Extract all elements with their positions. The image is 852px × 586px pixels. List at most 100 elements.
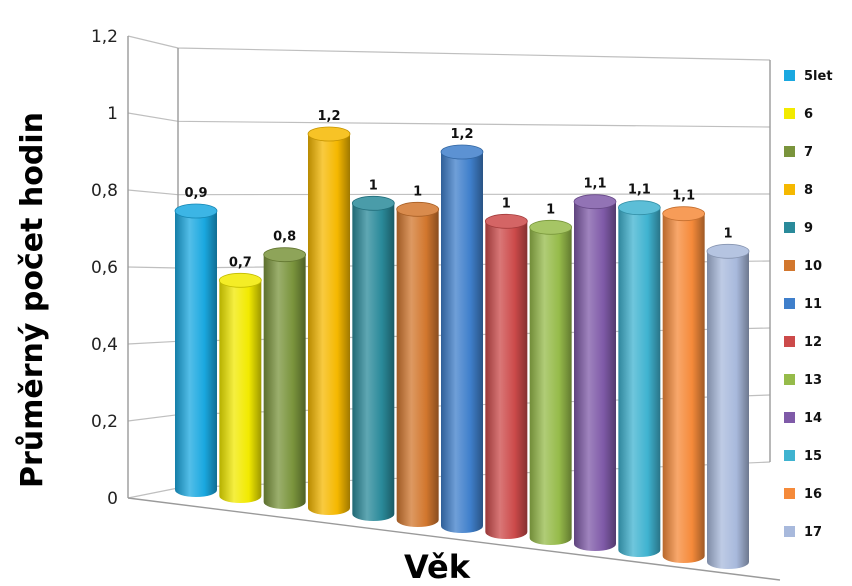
bar-top	[617, 200, 661, 216]
y-tick-label: 1	[107, 104, 118, 124]
bar-body	[352, 203, 395, 522]
bar-14	[573, 194, 617, 551]
bar-body	[707, 251, 749, 570]
data-label: 0,9	[184, 186, 207, 201]
legend-swatch	[784, 70, 795, 81]
bar-top	[174, 203, 218, 219]
legend-label: 10	[804, 259, 822, 274]
bar-body	[396, 209, 439, 528]
legend: 5let 6 7 8 9 10 11 12 13 14 15 16 17	[784, 69, 833, 540]
grid-line	[127, 35, 771, 61]
y-axis-title: Průměrný počet hodin	[14, 112, 50, 488]
data-label: 0,7	[229, 255, 252, 270]
y-tick-label: 0,4	[91, 335, 118, 355]
bar-top	[440, 144, 484, 160]
bar-15	[617, 200, 661, 558]
legend-swatch	[784, 450, 795, 461]
legend-label: 8	[804, 183, 813, 198]
legend-swatch	[784, 298, 795, 309]
legend-label: 17	[804, 525, 822, 540]
legend-label: 5let	[804, 69, 833, 84]
legend-label: 13	[804, 373, 822, 388]
bar-7	[263, 247, 307, 509]
bar-body	[574, 201, 616, 551]
bar-body	[175, 211, 217, 497]
data-label: 1,1	[628, 183, 651, 198]
grid-line	[127, 112, 771, 128]
legend-item-6: 6	[784, 107, 813, 122]
legend-item-13: 13	[784, 373, 822, 388]
legend-swatch	[784, 374, 795, 385]
legend-item-8: 8	[784, 183, 813, 198]
legend-label: 15	[804, 449, 822, 464]
bar-body	[441, 152, 483, 533]
bar-11	[440, 144, 484, 533]
legend-item-15: 15	[784, 449, 822, 464]
legend-swatch	[784, 488, 795, 499]
data-label: 1,2	[450, 127, 473, 142]
legend-label: 16	[804, 487, 822, 502]
legend-swatch	[784, 146, 795, 157]
bar-body	[308, 134, 350, 515]
bar-top	[263, 247, 307, 263]
bar-top	[307, 126, 351, 142]
legend-label: 11	[804, 297, 822, 312]
legend-swatch	[784, 184, 795, 195]
legend-label: 9	[804, 221, 813, 236]
bar-body	[529, 227, 572, 546]
bar-16	[662, 206, 706, 563]
data-label: 0,8	[273, 230, 296, 245]
data-label: 1	[723, 226, 732, 241]
bar-body	[263, 254, 306, 509]
y-tick-label: 0	[107, 489, 118, 509]
bar-12	[484, 213, 528, 539]
bar-13	[529, 219, 573, 546]
data-label: 1,1	[672, 189, 695, 204]
data-labels: 0,9 0,7 0,8 1,2 1 1 1,2 1 1 1,1 1,1 1,1 1	[184, 109, 732, 270]
legend-swatch	[784, 260, 795, 271]
bar-body	[618, 207, 661, 558]
y-axis-ticks: 0 0,2 0,4 0,6 0,8 1 1,2	[91, 27, 118, 509]
bar-top	[396, 201, 440, 217]
legend-item-17: 17	[784, 525, 822, 540]
legend-item-16: 16	[784, 487, 822, 502]
legend-item-7: 7	[784, 145, 813, 160]
legend-item-5let: 5let	[784, 69, 833, 84]
data-label: 1	[546, 202, 555, 217]
y-tick-label: 0,6	[91, 258, 118, 278]
bar-top	[218, 272, 262, 288]
y-tick-label: 0,8	[91, 181, 118, 201]
floor-front-edge	[127, 497, 781, 581]
legend-item-12: 12	[784, 335, 822, 350]
y-tick-label: 0,2	[91, 412, 118, 432]
data-label: 1	[502, 196, 511, 211]
legend-swatch	[784, 222, 795, 233]
y-tick-label: 1,2	[91, 27, 118, 47]
legend-swatch	[784, 412, 795, 423]
bar-top	[351, 195, 395, 211]
bar-body	[485, 221, 528, 539]
legend-label: 14	[804, 411, 822, 426]
legend-item-11: 11	[784, 297, 822, 312]
bar-top	[706, 243, 750, 259]
legend-swatch	[784, 336, 795, 347]
legend-label: 6	[804, 107, 813, 122]
bar-top	[529, 219, 573, 235]
bar-6	[218, 272, 262, 503]
bar-body	[219, 280, 262, 503]
data-label: 1,2	[317, 109, 340, 124]
legend-item-9: 9	[784, 221, 813, 236]
legend-swatch	[784, 526, 795, 537]
bar-9	[351, 195, 395, 522]
bar-5let	[174, 203, 218, 497]
x-axis-title: Věk	[404, 548, 471, 586]
bars	[174, 126, 750, 570]
bar-body	[662, 213, 705, 563]
bar-17	[706, 243, 750, 570]
legend-item-14: 14	[784, 411, 822, 426]
data-label: 1	[413, 184, 422, 199]
bar-top	[484, 213, 528, 229]
bar-10	[396, 201, 440, 528]
